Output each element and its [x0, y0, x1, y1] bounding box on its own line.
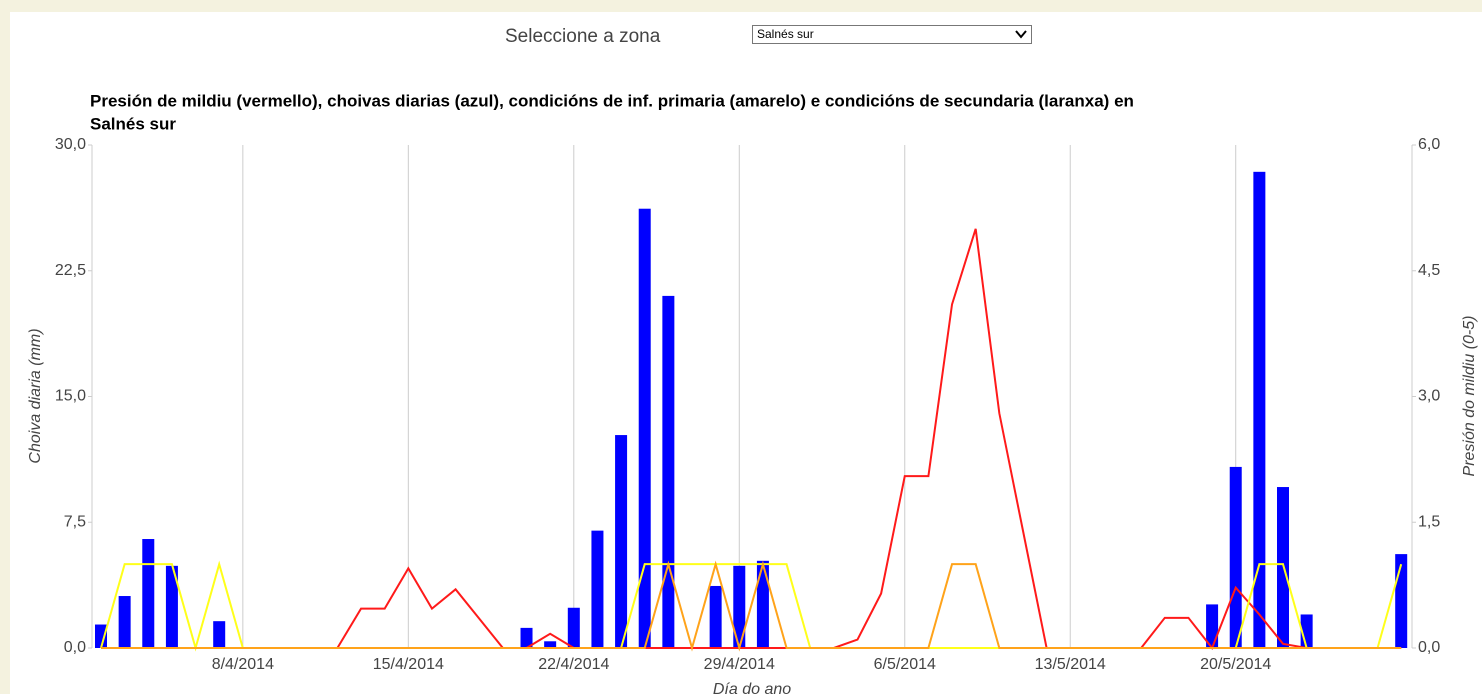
y2-tick-label: 3,0: [1418, 388, 1440, 405]
bar: [544, 641, 557, 648]
y-tick-label: 15,0: [55, 388, 86, 405]
y-tick-label: 7,5: [64, 513, 86, 530]
bar: [1229, 466, 1242, 648]
x-tick-label: 22/4/2014: [538, 656, 609, 673]
bar: [709, 585, 722, 648]
x-tick-label: 20/5/2014: [1200, 656, 1271, 673]
bar: [662, 295, 675, 648]
bar: [213, 621, 226, 648]
bar: [520, 627, 533, 648]
y-tick-label: 0,0: [64, 639, 86, 656]
y2-tick-label: 0,0: [1418, 639, 1440, 656]
bar: [1395, 554, 1408, 648]
zone-selected: Salnés sur: [757, 27, 814, 41]
bar: [1206, 604, 1219, 648]
x-tick-label: 6/5/2014: [874, 656, 936, 673]
x-tick-label: 8/4/2014: [212, 656, 274, 673]
bar: [165, 565, 178, 648]
bar: [142, 539, 155, 648]
bar: [118, 596, 131, 648]
y-axis-label: Choiva diaria (mm): [27, 328, 44, 463]
y-tick-label: 22,5: [55, 262, 86, 279]
zone-select[interactable]: Salnés sur: [752, 25, 1032, 44]
bar: [638, 208, 651, 649]
x-axis-label: Día do ano: [713, 681, 791, 694]
x-tick-label: 15/4/2014: [373, 656, 444, 673]
x-tick-label: 13/5/2014: [1035, 656, 1106, 673]
line: [101, 560, 1402, 652]
bar: [567, 607, 580, 648]
bar: [615, 435, 628, 648]
bar: [95, 624, 107, 648]
zone-label: Seleccione a zona: [505, 26, 661, 47]
chart-subtitle: Salnés sur: [90, 114, 176, 133]
y2-axis-label: Presión do mildiu (0-5): [1461, 316, 1478, 477]
y-tick-label: 30,0: [55, 136, 86, 153]
dropdown-arrow: [1015, 30, 1027, 39]
y2-tick-label: 1,5: [1418, 513, 1440, 530]
x-tick-label: 29/4/2014: [704, 656, 775, 673]
bar: [733, 565, 746, 648]
y2-tick-label: 4,5: [1418, 262, 1440, 279]
bar: [1253, 171, 1266, 648]
chart-title: Presión de mildiu (vermello), choivas di…: [90, 91, 1134, 110]
bar: [756, 560, 769, 648]
y2-tick-label: 6,0: [1418, 136, 1440, 153]
line: [101, 228, 1402, 650]
bar: [591, 530, 604, 648]
